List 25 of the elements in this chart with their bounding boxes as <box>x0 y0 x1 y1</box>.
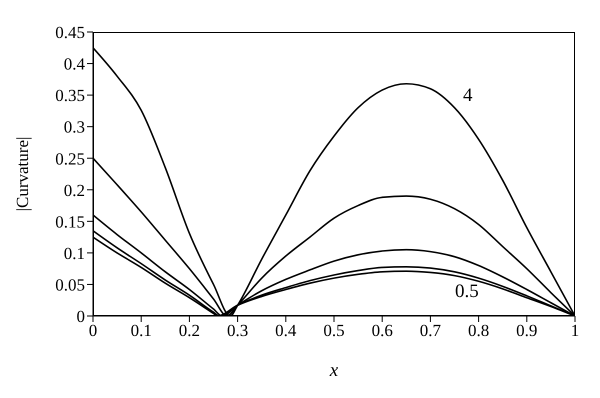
y-axis-title: |Curvature| <box>13 136 32 212</box>
y-tick-label: 0.35 <box>55 86 85 106</box>
x-tick-label: 0.8 <box>468 321 490 340</box>
y-tick-label: 0.3 <box>64 118 85 137</box>
x-tick-label: 0.2 <box>178 321 200 340</box>
x-tick-label: 0.5 <box>323 321 345 340</box>
y-tick-label: 0.1 <box>64 244 85 263</box>
y-tick-label: 0 <box>76 307 85 326</box>
annotation: 0.5 <box>455 281 479 302</box>
x-axis-title: x <box>328 360 339 381</box>
y-tick-label: 0.25 <box>55 149 85 168</box>
x-tick-label: 1 <box>570 321 580 340</box>
y-tick-label: 0.4 <box>64 54 86 74</box>
y-tick-label: 0.05 <box>55 275 85 294</box>
x-tick-label: 0.4 <box>275 321 297 340</box>
x-tick-label: 0.3 <box>226 321 248 340</box>
x-tick-label: 0.9 <box>516 321 538 340</box>
annotation: 4 <box>463 85 472 106</box>
y-tick-label: 0.15 <box>55 212 85 232</box>
y-tick-label: 0.2 <box>64 180 85 200</box>
x-tick-label: 0 <box>88 321 98 340</box>
x-tick-label: 0.6 <box>372 321 393 340</box>
x-tick-label: 0.7 <box>420 321 442 340</box>
y-tick-label: 0.45 <box>55 23 85 42</box>
x-tick-label: 0.1 <box>130 321 152 340</box>
